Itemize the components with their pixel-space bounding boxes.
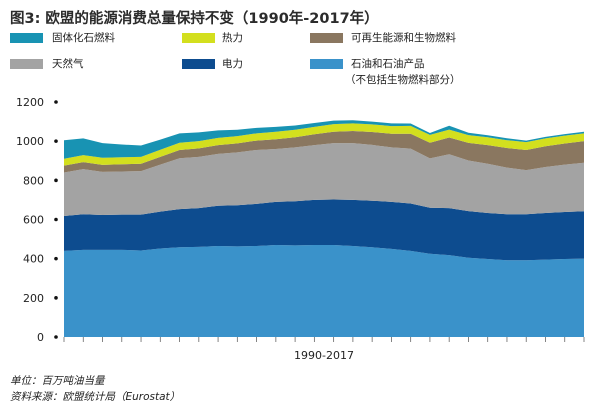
y-tick-label: 800 xyxy=(23,174,44,187)
y-tick-label: 1000 xyxy=(16,135,44,148)
legend-label-gas: 天然气 xyxy=(52,58,84,70)
legend-label-oil: 石油和石油产品 xyxy=(351,58,425,70)
area-series-2 xyxy=(64,143,584,216)
source-note: 资料来源：欧盟统计局（Eurostat） xyxy=(10,391,181,403)
x-axis-label: 1990-2017 xyxy=(294,349,354,362)
legend-label-heat: 热力 xyxy=(222,32,243,44)
y-tick-dot xyxy=(54,139,58,143)
y-tick-label: 1200 xyxy=(16,96,44,109)
legend-swatch-solid-fossil xyxy=(10,33,43,43)
y-tick-dot xyxy=(54,217,58,222)
y-tick-label: 200 xyxy=(23,292,44,305)
legend-label-renewables: 可再生能源和生物燃料 xyxy=(351,32,456,44)
x-axis: 1990-2017 xyxy=(63,337,585,362)
y-tick-dot xyxy=(54,100,58,104)
area-series-1 xyxy=(64,199,584,261)
y-tick-label: 400 xyxy=(23,253,44,266)
area-series-3 xyxy=(64,130,584,173)
legend-swatch-renewables xyxy=(310,33,343,43)
chart-title: 图3: 欧盟的能源消费总量保持不变（1990年-2017年） xyxy=(10,11,379,27)
y-tick-dot xyxy=(54,256,58,261)
y-tick-dot xyxy=(54,178,58,183)
unit-note: 单位：百万吨油当量 xyxy=(10,375,105,387)
y-tick-label: 600 xyxy=(23,214,44,227)
y-tick-label: 0 xyxy=(37,331,44,344)
legend-swatch-electricity xyxy=(182,59,215,69)
y-tick-dot xyxy=(54,335,58,339)
legend-label-electricity: 电力 xyxy=(222,58,243,70)
y-axis: 0 200 400 600 800 1000 1200 xyxy=(16,96,58,344)
legend-swatch-gas xyxy=(10,59,43,69)
area-series-4 xyxy=(64,123,584,166)
legend-label-solid-fossil: 固体化石燃料 xyxy=(52,32,115,44)
area-series-5 xyxy=(64,120,584,159)
stacked-areas xyxy=(64,120,584,337)
legend-swatch-oil xyxy=(310,59,343,69)
legend-oil-note: （不包括生物燃料部分） xyxy=(345,74,461,86)
area-series-0 xyxy=(64,244,584,337)
legend-swatch-heat xyxy=(182,33,215,43)
y-tick-dot xyxy=(54,296,58,300)
